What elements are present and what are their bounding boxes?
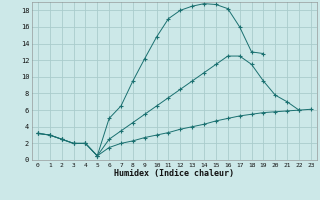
X-axis label: Humidex (Indice chaleur): Humidex (Indice chaleur) [115, 169, 234, 178]
